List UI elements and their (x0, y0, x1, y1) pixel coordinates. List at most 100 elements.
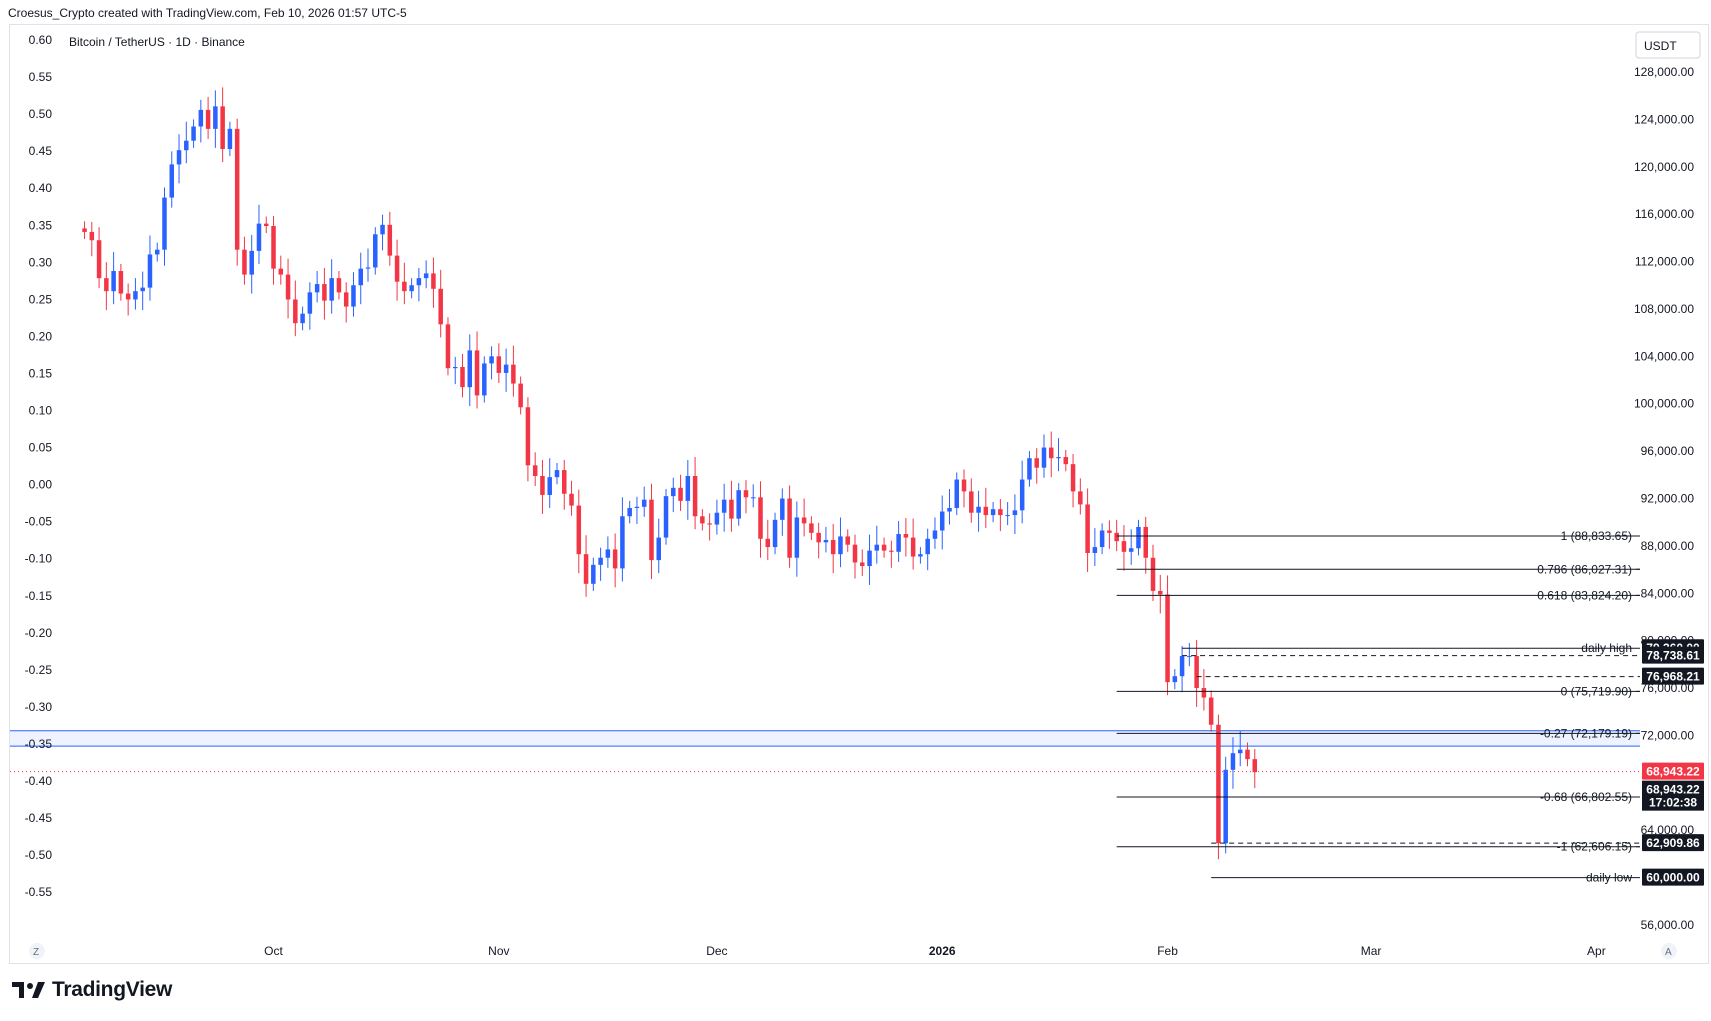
candle-body (1223, 769, 1228, 844)
candle-body (838, 536, 843, 555)
level-tag-box (1642, 667, 1704, 685)
candle-body (300, 313, 305, 324)
candle-body (322, 284, 327, 301)
candle-body (198, 109, 204, 127)
candle-body (96, 240, 102, 279)
candle-body (82, 228, 87, 232)
candle-body (750, 497, 756, 499)
candle-body (547, 477, 552, 495)
left-tick-label: 0.25 (29, 292, 53, 306)
time-tick-label: Nov (488, 944, 509, 958)
candle-body (1070, 464, 1076, 492)
candle-body (452, 366, 458, 369)
price-tags: 79,360.0060,000.0078,738.6176,968.2162,9… (1642, 639, 1704, 886)
currency-button[interactable]: USDT (1635, 31, 1701, 59)
left-tick-label: 0.60 (29, 33, 53, 47)
candle-body (736, 490, 741, 519)
price-tick-label: 56,000.00 (1641, 918, 1695, 932)
candle-body (343, 292, 349, 307)
candle-body (714, 512, 720, 525)
candle-body (271, 226, 276, 269)
candle-body (474, 350, 480, 396)
candle-body (845, 536, 850, 545)
candle-body (336, 278, 342, 293)
candle-body (409, 285, 414, 292)
left-tick-label: -0.55 (25, 885, 53, 899)
candle-body (438, 288, 443, 325)
candle-body (1245, 749, 1250, 760)
candle-body (867, 550, 872, 567)
candle-body (794, 517, 800, 558)
corner-z-button[interactable]: Z (29, 943, 45, 959)
left-tick-label: 0.00 (29, 478, 53, 492)
left-tick-label: -0.25 (25, 663, 53, 677)
candle-body (1150, 557, 1156, 591)
left-tick-label: 0.20 (29, 329, 53, 343)
price-tick-label: 100,000.00 (1634, 397, 1694, 411)
time-tick-label: Apr (1587, 944, 1606, 958)
candle-body (678, 487, 683, 501)
level-tag: 62,909.86 (1646, 836, 1700, 850)
candle-body (1114, 532, 1119, 542)
price-tick-label: 104,000.00 (1634, 349, 1694, 363)
price-tick-label: 120,000.00 (1634, 160, 1694, 174)
candle-body (954, 479, 960, 508)
auto-scale-button[interactable]: A (1661, 943, 1677, 959)
candle-body (423, 273, 429, 279)
brand-name: TradingView (52, 978, 173, 1001)
left-tick-label: 0.30 (29, 255, 53, 269)
fib-label: 0.618 (83,824.20) (1537, 588, 1632, 602)
candle-body (598, 557, 603, 565)
currency-label: USDT (1644, 39, 1677, 53)
candle-body (373, 234, 378, 268)
time-tick-label: 2026 (929, 944, 956, 958)
candle-body (380, 224, 385, 235)
candle-body (169, 164, 175, 198)
candle-body (402, 281, 407, 292)
candle-body (591, 564, 596, 584)
price-sub-box (1642, 780, 1704, 811)
horizontal-level-label: daily low (1586, 871, 1632, 885)
candle-body (227, 128, 233, 150)
candle-body (1187, 656, 1192, 658)
candle-body (874, 544, 880, 551)
candle-body (205, 109, 211, 129)
candle-body (816, 532, 821, 543)
candle-body (1005, 515, 1010, 517)
candle-body (1158, 590, 1163, 595)
chart-frame[interactable] (9, 24, 1709, 964)
time-tick-label: Mar (1361, 944, 1382, 958)
candle-body (1201, 688, 1207, 698)
candle-body (1048, 447, 1054, 459)
fib-label: -0.68 (66,802.55) (1540, 790, 1632, 804)
candle-body (998, 509, 1003, 516)
chart-attribution: Croesus_Crypto created with TradingView.… (8, 6, 407, 20)
candle-body (365, 267, 371, 269)
candle-body (1237, 749, 1243, 754)
candle-body (765, 538, 771, 548)
price-tick-label: 108,000.00 (1634, 302, 1694, 316)
level-tag: 60,000.00 (1646, 871, 1700, 885)
candle-body (140, 287, 145, 292)
candle-body (1027, 458, 1032, 480)
candle-body (1019, 479, 1025, 511)
candle-body (881, 544, 887, 551)
candle-body (118, 271, 124, 294)
candle-body (605, 549, 611, 558)
candle-body (445, 324, 451, 369)
level-tag-box (1642, 834, 1704, 852)
left-tick-label: 0.15 (29, 366, 53, 380)
candle-body (525, 407, 531, 466)
candle-body (576, 505, 582, 555)
candle-body (176, 150, 182, 165)
tradingview-logo[interactable]: TradingView (12, 978, 172, 1002)
candle-body (460, 366, 465, 388)
candle-body (1128, 548, 1134, 552)
candle-body (256, 223, 262, 251)
candle-body (852, 544, 858, 563)
candle-body (242, 249, 247, 275)
candle-body (540, 475, 545, 495)
price-tick-label: 116,000.00 (1635, 207, 1694, 221)
candle-body (787, 498, 792, 558)
